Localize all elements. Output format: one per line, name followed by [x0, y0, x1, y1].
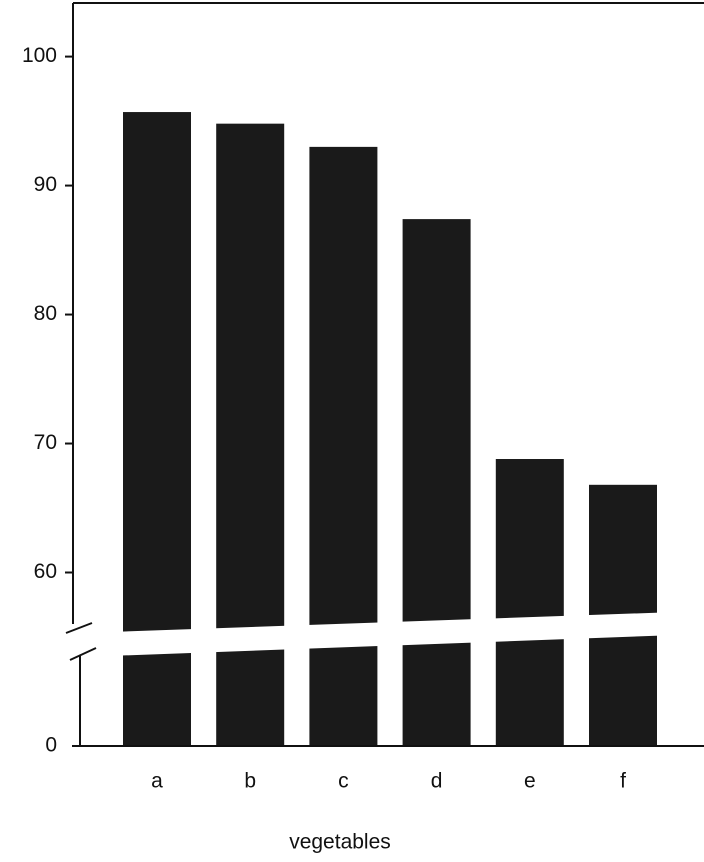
bar [495, 459, 564, 746]
x-tick-label: c [338, 770, 349, 793]
y-tick-label: 80 [34, 302, 57, 325]
y-tick-label: 60 [34, 560, 57, 583]
axis-break-gap [82, 611, 704, 657]
x-tick-label: d [431, 770, 443, 793]
x-tick-label: b [244, 770, 256, 793]
bar [216, 123, 285, 746]
axis-break-mark [65, 622, 93, 634]
x-axis-label: vegetables [289, 831, 391, 854]
y-tick-label: 100 [22, 44, 57, 67]
x-tick-label: f [620, 770, 626, 793]
bar [309, 146, 378, 746]
bar [402, 219, 471, 746]
x-tick-label: e [524, 770, 536, 793]
x-tick-label: a [151, 770, 163, 793]
y-tick-label: 0 [45, 734, 57, 757]
y-tick-label: 90 [34, 173, 57, 196]
axis-break-mark [69, 647, 97, 661]
y-tick-label: 70 [34, 431, 57, 454]
